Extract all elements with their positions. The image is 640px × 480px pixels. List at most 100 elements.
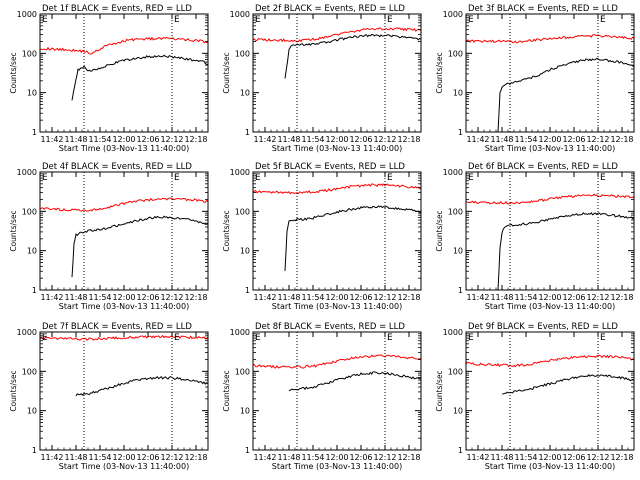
x-tick-label: 12:12: [586, 293, 609, 302]
y-tick-label: 1000: [443, 10, 463, 19]
x-tick-label: 12:12: [160, 293, 183, 302]
y-tick-label: 10: [27, 247, 37, 256]
x-tick-label: 11:54: [88, 293, 111, 302]
y-tick-label: 1000: [17, 10, 37, 19]
x-tick-label: 12:00: [325, 293, 348, 302]
lld-series-line: [39, 197, 209, 212]
x-tick-label: 12:06: [562, 453, 585, 462]
x-axis-label: Start Time (03-Nov-13 11:40:00): [272, 462, 402, 471]
y-tick-label: 10: [27, 407, 37, 416]
y-tick-label: 100: [235, 49, 250, 58]
events-series-line: [284, 33, 422, 79]
x-tick-label: 12:12: [373, 453, 396, 462]
plot-title: Det 7f BLACK = Events, RED = LLD: [42, 322, 192, 332]
x-tick-label: 12:00: [112, 453, 135, 462]
y-tick-label: 1000: [17, 328, 37, 337]
y-axis-label: Counts/sec: [435, 370, 444, 411]
marker-label: E: [600, 173, 606, 183]
lld-series-line: [39, 36, 209, 55]
lld-series-line: [252, 183, 422, 195]
x-tick-label: 12:06: [136, 135, 159, 144]
x-tick-label: 12:12: [586, 135, 609, 144]
x-tick-label: 12:18: [610, 453, 633, 462]
y-tick-label: 1: [458, 286, 463, 295]
x-tick-label: 12:06: [349, 453, 372, 462]
lld-series-line: [465, 193, 635, 205]
x-tick-label: 11:54: [88, 135, 111, 144]
y-tick-label: 10: [240, 89, 250, 98]
x-axis-label: Start Time (03-Nov-13 11:40:00): [59, 462, 189, 471]
plot-frame: [39, 171, 209, 291]
marker-label: E: [42, 333, 48, 343]
y-tick-label: 1000: [443, 328, 463, 337]
y-tick-label: 100: [235, 207, 250, 216]
x-tick-label: 12:00: [325, 453, 348, 462]
events-series-line: [75, 375, 209, 397]
x-tick-label: 12:12: [160, 135, 183, 144]
marker-label: E: [600, 15, 606, 25]
plot-frame: [465, 171, 635, 291]
x-axis-label: Start Time (03-Nov-13 11:40:00): [485, 144, 615, 153]
x-tick-label: 11:54: [514, 293, 537, 302]
x-tick-label: 11:48: [64, 293, 87, 302]
plot-title: Det 1f BLACK = Events, RED = LLD: [42, 4, 192, 14]
x-tick-label: 12:00: [112, 135, 135, 144]
marker-label: E: [468, 15, 474, 25]
y-axis-label: Counts/sec: [222, 370, 231, 411]
lld-series-line: [252, 27, 422, 43]
marker-label: E: [387, 15, 393, 25]
events-series-line: [501, 374, 635, 395]
y-axis-label: Counts/sec: [9, 52, 18, 93]
plot-frame: [252, 331, 422, 451]
x-tick-label: 12:06: [136, 453, 159, 462]
plot-frame: [39, 13, 209, 133]
x-tick-label: 11:42: [466, 135, 489, 144]
y-axis-label: Counts/sec: [222, 52, 231, 93]
y-tick-label: 100: [448, 49, 463, 58]
x-tick-label: 11:42: [253, 135, 276, 144]
marker-label: E: [468, 333, 474, 343]
y-tick-label: 100: [448, 367, 463, 376]
x-tick-label: 12:00: [538, 135, 561, 144]
x-tick-label: 12:06: [349, 135, 372, 144]
x-tick-label: 12:00: [538, 293, 561, 302]
x-tick-label: 11:48: [277, 453, 300, 462]
plot-frame: [252, 171, 422, 291]
plot-title: Det 2f BLACK = Events, RED = LLD: [255, 4, 405, 14]
y-tick-label: 100: [235, 367, 250, 376]
y-tick-label: 10: [27, 89, 37, 98]
x-tick-label: 11:48: [490, 453, 513, 462]
x-tick-label: 12:12: [373, 293, 396, 302]
x-tick-label: 11:48: [277, 293, 300, 302]
x-tick-label: 11:42: [253, 293, 276, 302]
x-tick-label: 12:18: [397, 293, 420, 302]
y-tick-label: 1000: [230, 168, 250, 177]
marker-label: E: [387, 173, 393, 183]
x-axis-label: Start Time (03-Nov-13 11:40:00): [59, 144, 189, 153]
marker-label: E: [600, 333, 606, 343]
x-tick-label: 11:42: [466, 293, 489, 302]
lld-series-line: [39, 334, 209, 341]
x-tick-label: 12:18: [397, 135, 420, 144]
x-tick-label: 12:06: [349, 293, 372, 302]
y-axis-label: Counts/sec: [9, 370, 18, 411]
x-tick-label: 11:48: [64, 135, 87, 144]
y-tick-label: 10: [240, 247, 250, 256]
events-series-line: [284, 205, 422, 271]
x-tick-label: 11:54: [88, 453, 111, 462]
marker-label: E: [174, 333, 180, 343]
y-tick-label: 100: [22, 207, 37, 216]
x-tick-label: 12:00: [325, 135, 348, 144]
x-tick-label: 12:06: [136, 293, 159, 302]
y-tick-label: 1: [32, 286, 37, 295]
marker-label: E: [468, 173, 474, 183]
marker-label: E: [255, 15, 261, 25]
y-tick-label: 1: [458, 446, 463, 455]
y-tick-label: 1000: [17, 168, 37, 177]
y-axis-label: Counts/sec: [222, 210, 231, 251]
